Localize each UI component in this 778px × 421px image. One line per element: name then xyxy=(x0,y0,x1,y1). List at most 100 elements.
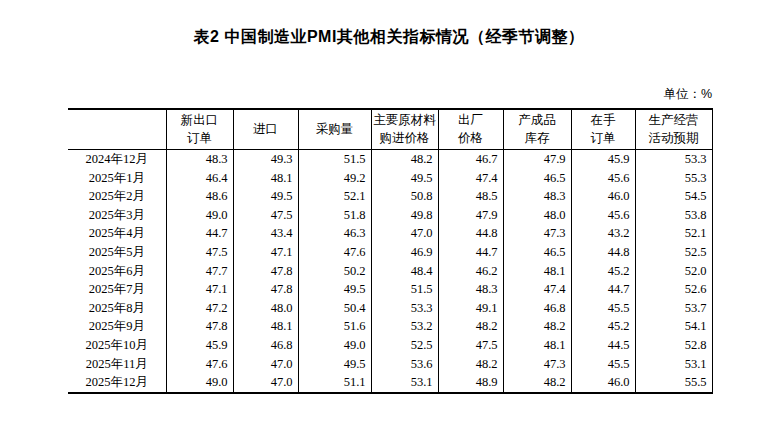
month-cell: 2025年7月 xyxy=(68,280,166,299)
page: 表2 中国制造业PMI其他相关指标情况（经季节调整） 单位：% 新出口 订单进口… xyxy=(0,0,778,421)
table-row: 2025年7月47.147.849.551.548.347.444.752.6 xyxy=(68,280,712,299)
value-cell: 55.5 xyxy=(635,373,712,393)
value-cell: 53.3 xyxy=(635,150,712,169)
value-cell: 45.9 xyxy=(571,150,635,169)
value-cell: 47.6 xyxy=(298,243,371,262)
value-cell: 53.7 xyxy=(635,299,712,318)
value-cell: 47.0 xyxy=(233,373,298,393)
value-cell: 50.4 xyxy=(298,299,371,318)
value-cell: 48.9 xyxy=(438,373,503,393)
value-cell: 48.3 xyxy=(503,187,571,206)
value-cell: 47.5 xyxy=(233,206,298,225)
table-row: 2025年4月44.743.446.347.044.847.343.252.1 xyxy=(68,224,712,243)
value-cell: 49.0 xyxy=(166,206,233,225)
value-cell: 49.5 xyxy=(233,187,298,206)
value-cell: 48.1 xyxy=(233,317,298,336)
column-header: 产成品 库存 xyxy=(503,109,571,150)
value-cell: 48.2 xyxy=(503,317,571,336)
value-cell: 47.4 xyxy=(438,169,503,188)
value-cell: 52.1 xyxy=(298,187,371,206)
value-cell: 48.6 xyxy=(166,187,233,206)
value-cell: 51.6 xyxy=(298,317,371,336)
month-cell: 2024年12月 xyxy=(68,150,166,169)
value-cell: 51.5 xyxy=(298,150,371,169)
value-cell: 47.9 xyxy=(503,150,571,169)
value-cell: 48.2 xyxy=(371,150,438,169)
value-cell: 55.3 xyxy=(635,169,712,188)
value-cell: 53.1 xyxy=(635,355,712,374)
value-cell: 47.8 xyxy=(233,280,298,299)
value-cell: 50.2 xyxy=(298,262,371,281)
value-cell: 47.0 xyxy=(371,224,438,243)
value-cell: 53.3 xyxy=(371,299,438,318)
value-cell: 49.5 xyxy=(298,280,371,299)
value-cell: 45.2 xyxy=(571,317,635,336)
value-cell: 49.3 xyxy=(233,150,298,169)
column-header: 生产经营 活动预期 xyxy=(635,109,712,150)
table-body: 2024年12月48.349.351.548.246.747.945.953.3… xyxy=(68,150,712,393)
value-cell: 49.0 xyxy=(166,373,233,393)
pmi-table: 新出口 订单进口采购量主要原材料 购进价格出厂 价格产成品 库存在手 订单生产经… xyxy=(68,108,713,394)
table-row: 2025年11月47.647.049.553.648.247.345.553.1 xyxy=(68,355,712,374)
value-cell: 52.8 xyxy=(635,336,712,355)
table-row: 2025年12月49.047.051.153.148.948.246.055.5 xyxy=(68,373,712,393)
month-cell: 2025年11月 xyxy=(68,355,166,374)
value-cell: 46.9 xyxy=(371,243,438,262)
value-cell: 48.2 xyxy=(438,355,503,374)
value-cell: 48.0 xyxy=(233,299,298,318)
month-cell: 2025年1月 xyxy=(68,169,166,188)
unit-label: 单位：% xyxy=(68,86,712,103)
table-row: 2025年10月45.946.849.052.547.548.144.552.8 xyxy=(68,336,712,355)
value-cell: 44.7 xyxy=(438,243,503,262)
value-cell: 49.0 xyxy=(298,336,371,355)
value-cell: 52.5 xyxy=(371,336,438,355)
table-row: 2025年9月47.848.151.653.248.248.245.254.1 xyxy=(68,317,712,336)
corner-cell xyxy=(68,109,166,150)
value-cell: 45.5 xyxy=(571,355,635,374)
column-header: 在手 订单 xyxy=(571,109,635,150)
table-row: 2025年3月49.047.551.849.847.948.045.653.8 xyxy=(68,206,712,225)
value-cell: 47.3 xyxy=(503,355,571,374)
value-cell: 51.5 xyxy=(371,280,438,299)
value-cell: 53.2 xyxy=(371,317,438,336)
table-row: 2024年12月48.349.351.548.246.747.945.953.3 xyxy=(68,150,712,169)
table-row: 2025年8月47.248.050.453.349.146.845.553.7 xyxy=(68,299,712,318)
value-cell: 54.1 xyxy=(635,317,712,336)
value-cell: 44.7 xyxy=(166,224,233,243)
value-cell: 43.4 xyxy=(233,224,298,243)
value-cell: 46.0 xyxy=(571,373,635,393)
month-cell: 2025年8月 xyxy=(68,299,166,318)
value-cell: 44.8 xyxy=(571,243,635,262)
value-cell: 47.9 xyxy=(438,206,503,225)
month-cell: 2025年10月 xyxy=(68,336,166,355)
value-cell: 53.1 xyxy=(371,373,438,393)
table-row: 2025年5月47.547.147.646.944.746.544.852.5 xyxy=(68,243,712,262)
column-header: 新出口 订单 xyxy=(166,109,233,150)
month-cell: 2025年12月 xyxy=(68,373,166,393)
value-cell: 47.0 xyxy=(233,355,298,374)
value-cell: 46.5 xyxy=(503,243,571,262)
value-cell: 53.6 xyxy=(371,355,438,374)
value-cell: 46.8 xyxy=(503,299,571,318)
value-cell: 49.5 xyxy=(298,355,371,374)
value-cell: 48.1 xyxy=(503,262,571,281)
value-cell: 49.8 xyxy=(371,206,438,225)
value-cell: 46.0 xyxy=(571,187,635,206)
value-cell: 48.3 xyxy=(438,280,503,299)
value-cell: 46.7 xyxy=(438,150,503,169)
value-cell: 52.6 xyxy=(635,280,712,299)
value-cell: 53.8 xyxy=(635,206,712,225)
value-cell: 47.1 xyxy=(233,243,298,262)
column-header: 进口 xyxy=(233,109,298,150)
value-cell: 46.4 xyxy=(166,169,233,188)
column-header: 出厂 价格 xyxy=(438,109,503,150)
value-cell: 51.8 xyxy=(298,206,371,225)
value-cell: 48.0 xyxy=(503,206,571,225)
value-cell: 47.8 xyxy=(166,317,233,336)
value-cell: 44.8 xyxy=(438,224,503,243)
month-cell: 2025年5月 xyxy=(68,243,166,262)
table-row: 2025年6月47.747.850.248.446.248.145.252.0 xyxy=(68,262,712,281)
table-header: 新出口 订单进口采购量主要原材料 购进价格出厂 价格产成品 库存在手 订单生产经… xyxy=(68,109,712,150)
month-cell: 2025年4月 xyxy=(68,224,166,243)
value-cell: 52.0 xyxy=(635,262,712,281)
